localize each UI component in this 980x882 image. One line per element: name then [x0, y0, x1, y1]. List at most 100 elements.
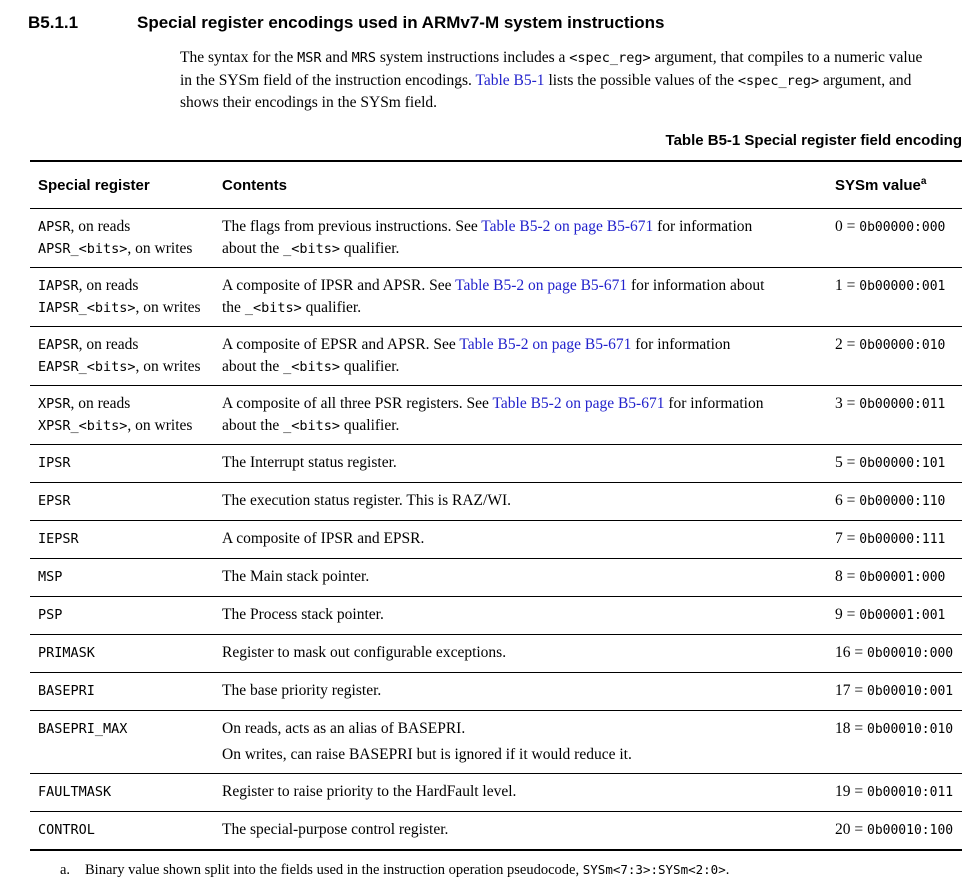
text-run: lists the possible values of the	[544, 71, 738, 89]
sysm-binary: 0b00001:001	[859, 608, 946, 623]
code-text: APSR	[38, 219, 71, 235]
table-row: MSP The Main stack pointer. 8 = 0b00001:00…	[30, 559, 962, 597]
sysm-decimal: 0 =	[835, 218, 860, 235]
text-run: A composite of EPSR and APSR. See	[222, 336, 460, 353]
code-text: PSP	[38, 607, 63, 623]
table-row: IEPSR A composite of IPSR and EPSR. 7 = 0b…	[30, 521, 962, 559]
contents-cell: Register to mask out configurable except…	[222, 642, 835, 665]
sysm-decimal: 3 =	[835, 395, 860, 412]
code-text: IEPSR	[38, 531, 79, 547]
text-run: , on writes	[135, 299, 201, 316]
text-run: The Process stack pointer.	[222, 606, 384, 623]
sysm-binary: 0b00001:000	[859, 570, 946, 585]
code-text: SYSm<7:3>:SYSm<2:0>	[582, 862, 726, 877]
text-run: On writes, can raise BASEPRI but is igno…	[222, 746, 632, 763]
sysm-value-cell: 5 = 0b00000:101	[835, 452, 962, 475]
sysm-value-cell: 19 = 0b00010:011	[835, 781, 962, 804]
text-run: about the	[222, 358, 284, 375]
register-line: PRIMASK	[38, 642, 222, 664]
text-run: The execution status register. This is R…	[222, 492, 511, 509]
text-run: , on reads	[70, 218, 131, 235]
register-line: EAPSR, on reads	[38, 334, 222, 356]
register-line: MSP	[38, 566, 222, 588]
contents-line: The Main stack pointer.	[222, 566, 835, 588]
contents-line: the _<bits> qualifier.	[222, 297, 835, 319]
text-run: qualifier.	[340, 417, 400, 434]
code-text: BASEPRI	[38, 683, 95, 699]
sysm-value-cell: 2 = 0b00000:010	[835, 334, 962, 378]
cross-reference-link[interactable]: Table B5-2 on page B5-671	[492, 395, 665, 412]
sysm-value-cell: 20 = 0b00010:100	[835, 819, 962, 842]
table-row: CONTROL The special-purpose control regis…	[30, 812, 962, 851]
sysm-binary: 0b00000:101	[859, 456, 946, 471]
column-header-sysm-label: SYSm value	[835, 177, 921, 194]
cross-reference-link[interactable]: Table B5-2 on page B5-671	[459, 336, 632, 353]
code-text: CONTROL	[38, 822, 95, 838]
sysm-value-cell: 18 = 0b00010:010	[835, 718, 962, 766]
contents-cell: A composite of IPSR and EPSR.	[222, 528, 835, 551]
text-run: The flags from previous instructions. Se…	[222, 218, 482, 235]
text-run: argument, that compiles to a numeric val…	[650, 49, 923, 66]
table-row: IAPSR, on reads IAPSR_<bits>, on writes A …	[30, 268, 962, 327]
table-row: BASEPRI The base priority register. 17 = 0…	[30, 673, 962, 711]
register-cell: CONTROL	[30, 819, 222, 842]
register-line: PSP	[38, 604, 222, 626]
contents-line: The base priority register.	[222, 680, 835, 702]
contents-cell: The flags from previous instructions. Se…	[222, 216, 835, 260]
code-text: MSR	[297, 50, 322, 66]
cross-reference-link[interactable]: Table B5-2 on page B5-671	[481, 218, 654, 235]
register-cell: BASEPRI_MAX	[30, 718, 222, 766]
contents-cell: The Main stack pointer.	[222, 566, 835, 589]
contents-line: The flags from previous instructions. Se…	[222, 216, 835, 238]
text-run: The base priority register.	[222, 682, 382, 699]
contents-cell: A composite of EPSR and APSR. See Table …	[222, 334, 835, 378]
contents-line: On writes, can raise BASEPRI but is igno…	[222, 744, 835, 766]
sysm-decimal: 2 =	[835, 336, 860, 353]
code-text: _<bits>	[283, 241, 341, 257]
text-run: system instructions includes a	[376, 49, 570, 66]
sysm-value-cell: 7 = 0b00000:111	[835, 528, 962, 551]
sysm-decimal: 16 =	[835, 644, 867, 661]
cross-reference-link[interactable]: Table B5-1	[475, 71, 545, 89]
table-footnote: a. Binary value shown split into the fie…	[30, 860, 962, 880]
text-run: , on writes	[127, 417, 193, 434]
cross-reference-link[interactable]: Table B5-2 on page B5-671	[455, 277, 628, 294]
text-run: , on writes	[135, 358, 201, 375]
sysm-binary: 0b00010:010	[867, 722, 954, 737]
text-run: about the	[222, 417, 284, 434]
intro-line: in the SYSm field of the instruction enc…	[180, 70, 970, 93]
text-run: Register to raise priority to the HardFa…	[222, 783, 517, 800]
contents-line: The execution status register. This is R…	[222, 490, 835, 512]
sysm-value-cell: 17 = 0b00010:001	[835, 680, 962, 703]
text-run: The syntax for the	[180, 49, 298, 66]
contents-cell: The base priority register.	[222, 680, 835, 703]
register-line: IEPSR	[38, 528, 222, 550]
sysm-decimal: 5 =	[835, 454, 860, 471]
code-text: _<bits>	[244, 300, 302, 316]
code-text: EAPSR_<bits>	[38, 359, 136, 375]
contents-line: about the _<bits> qualifier.	[222, 356, 835, 378]
footnote-marker: a.	[60, 862, 71, 878]
contents-line: about the _<bits> qualifier.	[222, 415, 835, 437]
table-caption: Table B5-1 Special register field encodi…	[665, 132, 962, 149]
text-run: , on reads	[78, 336, 139, 353]
column-header-sysm-value: SYSm valuea	[835, 176, 962, 195]
code-text: XPSR_<bits>	[38, 418, 128, 434]
sysm-value-cell: 16 = 0b00010:000	[835, 642, 962, 665]
text-run: and	[321, 49, 352, 66]
column-header-special-register: Special register	[38, 177, 150, 194]
code-text: APSR_<bits>	[38, 241, 128, 257]
contents-cell: A composite of IPSR and APSR. See Table …	[222, 275, 835, 319]
code-text: MSP	[38, 569, 63, 585]
section-heading: B5.1.1 Special register encodings used i…	[28, 12, 664, 34]
register-line: BASEPRI_MAX	[38, 718, 222, 740]
contents-line: The special-purpose control register.	[222, 819, 835, 841]
register-cell: EAPSR, on reads EAPSR_<bits>, on writes	[30, 334, 222, 378]
intro-paragraph: The syntax for the MSR and MRS system in…	[180, 47, 970, 115]
sysm-binary: 0b00000:001	[859, 279, 946, 294]
text-run: qualifier.	[301, 299, 362, 316]
register-line: EPSR	[38, 490, 222, 512]
sysm-binary: 0b00000:110	[859, 494, 946, 509]
text-run: The special-purpose control register.	[222, 821, 449, 838]
code-text: <spec_reg>	[569, 50, 651, 66]
